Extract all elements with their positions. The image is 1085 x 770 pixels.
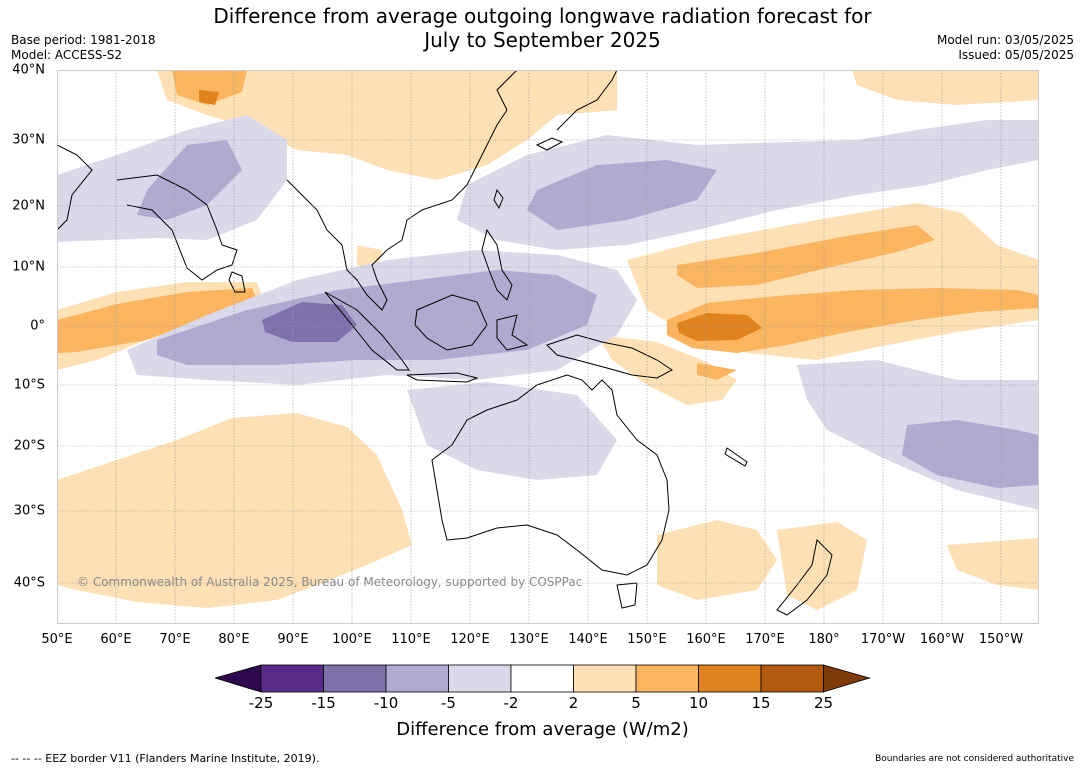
map-frame [57, 70, 1039, 624]
coast-australia [431, 374, 670, 576]
colorbar-title: Difference from average (W/m2) [396, 719, 689, 740]
colorbar-segment [573, 664, 637, 693]
longitude-label: 100°E [332, 632, 372, 647]
longitude-label: 60°E [100, 632, 132, 647]
colorbar-tick-label: 15 [751, 694, 771, 712]
page-title: Difference from average outgoing longwav… [0, 4, 1085, 52]
coast-borneo [414, 294, 488, 351]
coast-new-caledonia [724, 447, 748, 467]
longitude-label: 130°E [509, 632, 549, 647]
boundaries-disclaimer: Boundaries are not considered authoritat… [875, 754, 1074, 764]
issued-date: Issued: 05/05/2025 [958, 48, 1074, 62]
anomaly-negative-medium [137, 140, 1039, 488]
copyright-notice: © Commonwealth of Australia 2025, Bureau… [77, 575, 583, 589]
longitude-label: 90°E [277, 632, 309, 647]
colorbar-tick-label: 25 [813, 694, 834, 712]
colorbar-tick-label: -25 [248, 694, 274, 712]
longitude-label: 120°E [450, 632, 490, 647]
latitude-label: 30°N [12, 132, 45, 148]
colorbar-segment [510, 664, 574, 693]
base-period: Base period: 1981-2018 [11, 33, 156, 47]
latitude-label: 20°N [12, 198, 45, 214]
coast-se-asia [286, 70, 518, 311]
longitude-label: 50°E [41, 632, 73, 647]
longitude-label: 170°W [860, 632, 906, 647]
colorbar-tick-label: 2 [568, 694, 579, 712]
longitude-label: 80°E [218, 632, 250, 647]
coast-sri-lanka [228, 271, 246, 293]
coast-sumatra [324, 291, 410, 371]
anomaly-positive-medium [57, 70, 1039, 380]
longitude-label: 140°E [568, 632, 608, 647]
meta-right: Model run: 03/05/2025 Issued: 05/05/2025 [937, 33, 1074, 63]
coast-philippines [481, 228, 513, 301]
coast-japan [556, 70, 618, 131]
coast-arabia [57, 144, 93, 231]
colorbar-segment [760, 664, 824, 693]
latitude-label: 20°S [13, 438, 45, 454]
coast-new-zealand [776, 538, 833, 616]
gridlines [57, 70, 1039, 624]
longitude-label: 110°E [391, 632, 431, 647]
longitude-label: 160°E [686, 632, 726, 647]
colorbar-tick-label: 10 [688, 694, 709, 712]
longitude-label: 170°E [745, 632, 785, 647]
colorbar [215, 664, 871, 693]
colorbar-extend-high [823, 664, 871, 693]
colorbar-tick-label: -5 [441, 694, 456, 712]
latitude-label: 40°S [13, 575, 45, 591]
colorbar-extend-low [215, 664, 262, 693]
anomaly-negative-strong [262, 302, 357, 342]
colorbar-segment [635, 664, 699, 693]
eez-legend: -- -- -- EEZ border V11 (Flanders Marine… [11, 752, 320, 765]
coastlines [57, 70, 833, 616]
coast-sulawesi [496, 314, 529, 351]
longitude-label: 70°E [159, 632, 191, 647]
meta-left: Base period: 1981-2018 Model: ACCESS-S2 [11, 33, 156, 63]
coast-taiwan [493, 188, 504, 210]
coast-india [116, 174, 238, 281]
model-run: Model run: 03/05/2025 [936, 33, 1074, 47]
colorbar-segment [323, 664, 387, 693]
anomaly-positive-strong [199, 90, 762, 341]
latitude-label: 10°N [12, 259, 45, 275]
coast-java [406, 372, 479, 383]
model-name: Model: ACCESS-S2 [11, 48, 123, 62]
latitude-label: 40°N [12, 62, 45, 78]
coast-tasmania [616, 582, 638, 609]
colorbar-segment [260, 664, 324, 693]
coast-new-guinea [546, 334, 673, 379]
latitude-label: 0° [30, 318, 45, 334]
colorbar-tick-label: 5 [631, 694, 641, 712]
latitude-label: 10°S [13, 377, 45, 393]
longitude-label: 180° [808, 632, 840, 647]
title-line-2: July to September 2025 [424, 28, 661, 52]
anomaly-map [57, 70, 1039, 624]
colorbar-tick-label: -15 [311, 694, 336, 712]
longitude-label: 160°W [919, 632, 965, 647]
colorbar-segment [385, 664, 449, 693]
latitude-label: 30°S [13, 503, 45, 519]
title-line-1: Difference from average outgoing longwav… [213, 4, 872, 28]
colorbar-tick-label: -10 [373, 694, 399, 712]
colorbar-segment [698, 664, 762, 693]
colorbar-segment [448, 664, 512, 693]
longitude-label: 150°W [978, 632, 1024, 647]
coast-kyushu [535, 137, 564, 151]
colorbar-tick-label: -2 [503, 694, 519, 712]
longitude-label: 150°E [627, 632, 667, 647]
